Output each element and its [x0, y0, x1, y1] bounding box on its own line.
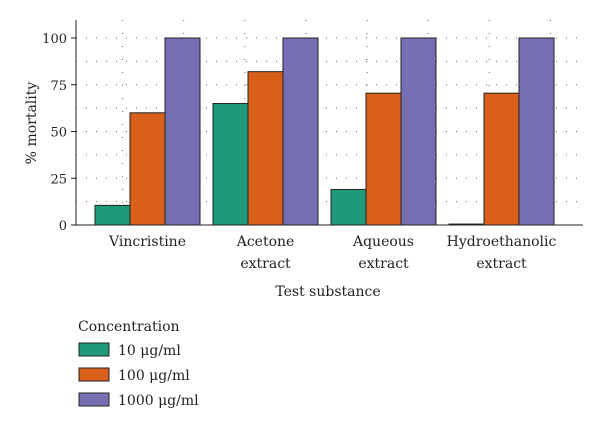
y-tick-label: 25 [50, 172, 67, 187]
x-tick-label: extract [358, 256, 409, 272]
bar [212, 102, 249, 226]
bar [483, 92, 520, 226]
bar [282, 37, 319, 226]
bar [365, 92, 402, 226]
y-tick-label: 50 [50, 126, 67, 141]
x-tick-label: Hydroethanolic [447, 234, 557, 250]
legend-label: 100 μg/ml [118, 368, 190, 384]
x-tick-labels: Vincristine Acetone extract Aqueous extract H… [108, 234, 557, 272]
y-tick-label: 100 [42, 32, 67, 47]
bar [247, 71, 284, 226]
bar [400, 37, 437, 226]
bar [164, 37, 201, 226]
x-tick-label: Aqueous [352, 234, 414, 250]
axes [75, 20, 583, 226]
legend-label: 1000 μg/ml [118, 393, 199, 409]
bar [94, 204, 131, 226]
legend-swatch [78, 367, 110, 382]
x-tick-label: extract [240, 256, 291, 272]
legend-title: Concentration [78, 319, 180, 335]
bar [518, 37, 555, 226]
y-tick-labels: 0 25 50 75 100 [42, 32, 76, 234]
x-tick-label: Acetone [236, 234, 295, 250]
y-axis-title: % mortality [24, 82, 40, 165]
legend-label: 10 μg/ml [118, 343, 181, 359]
x-tick-label: extract [476, 256, 527, 272]
bars [94, 37, 555, 226]
y-tick-label: 0 [59, 219, 67, 234]
legend-swatch [78, 342, 110, 357]
legend: Concentration 10 μg/ml 100 μg/ml 1000 μg/m… [78, 319, 199, 409]
x-tick-label: Vincristine [108, 234, 186, 250]
x-axis-title: Test substance [275, 284, 380, 300]
bar [330, 188, 367, 226]
legend-swatch [78, 392, 110, 407]
bar [129, 112, 166, 226]
y-tick-label: 75 [50, 79, 67, 94]
